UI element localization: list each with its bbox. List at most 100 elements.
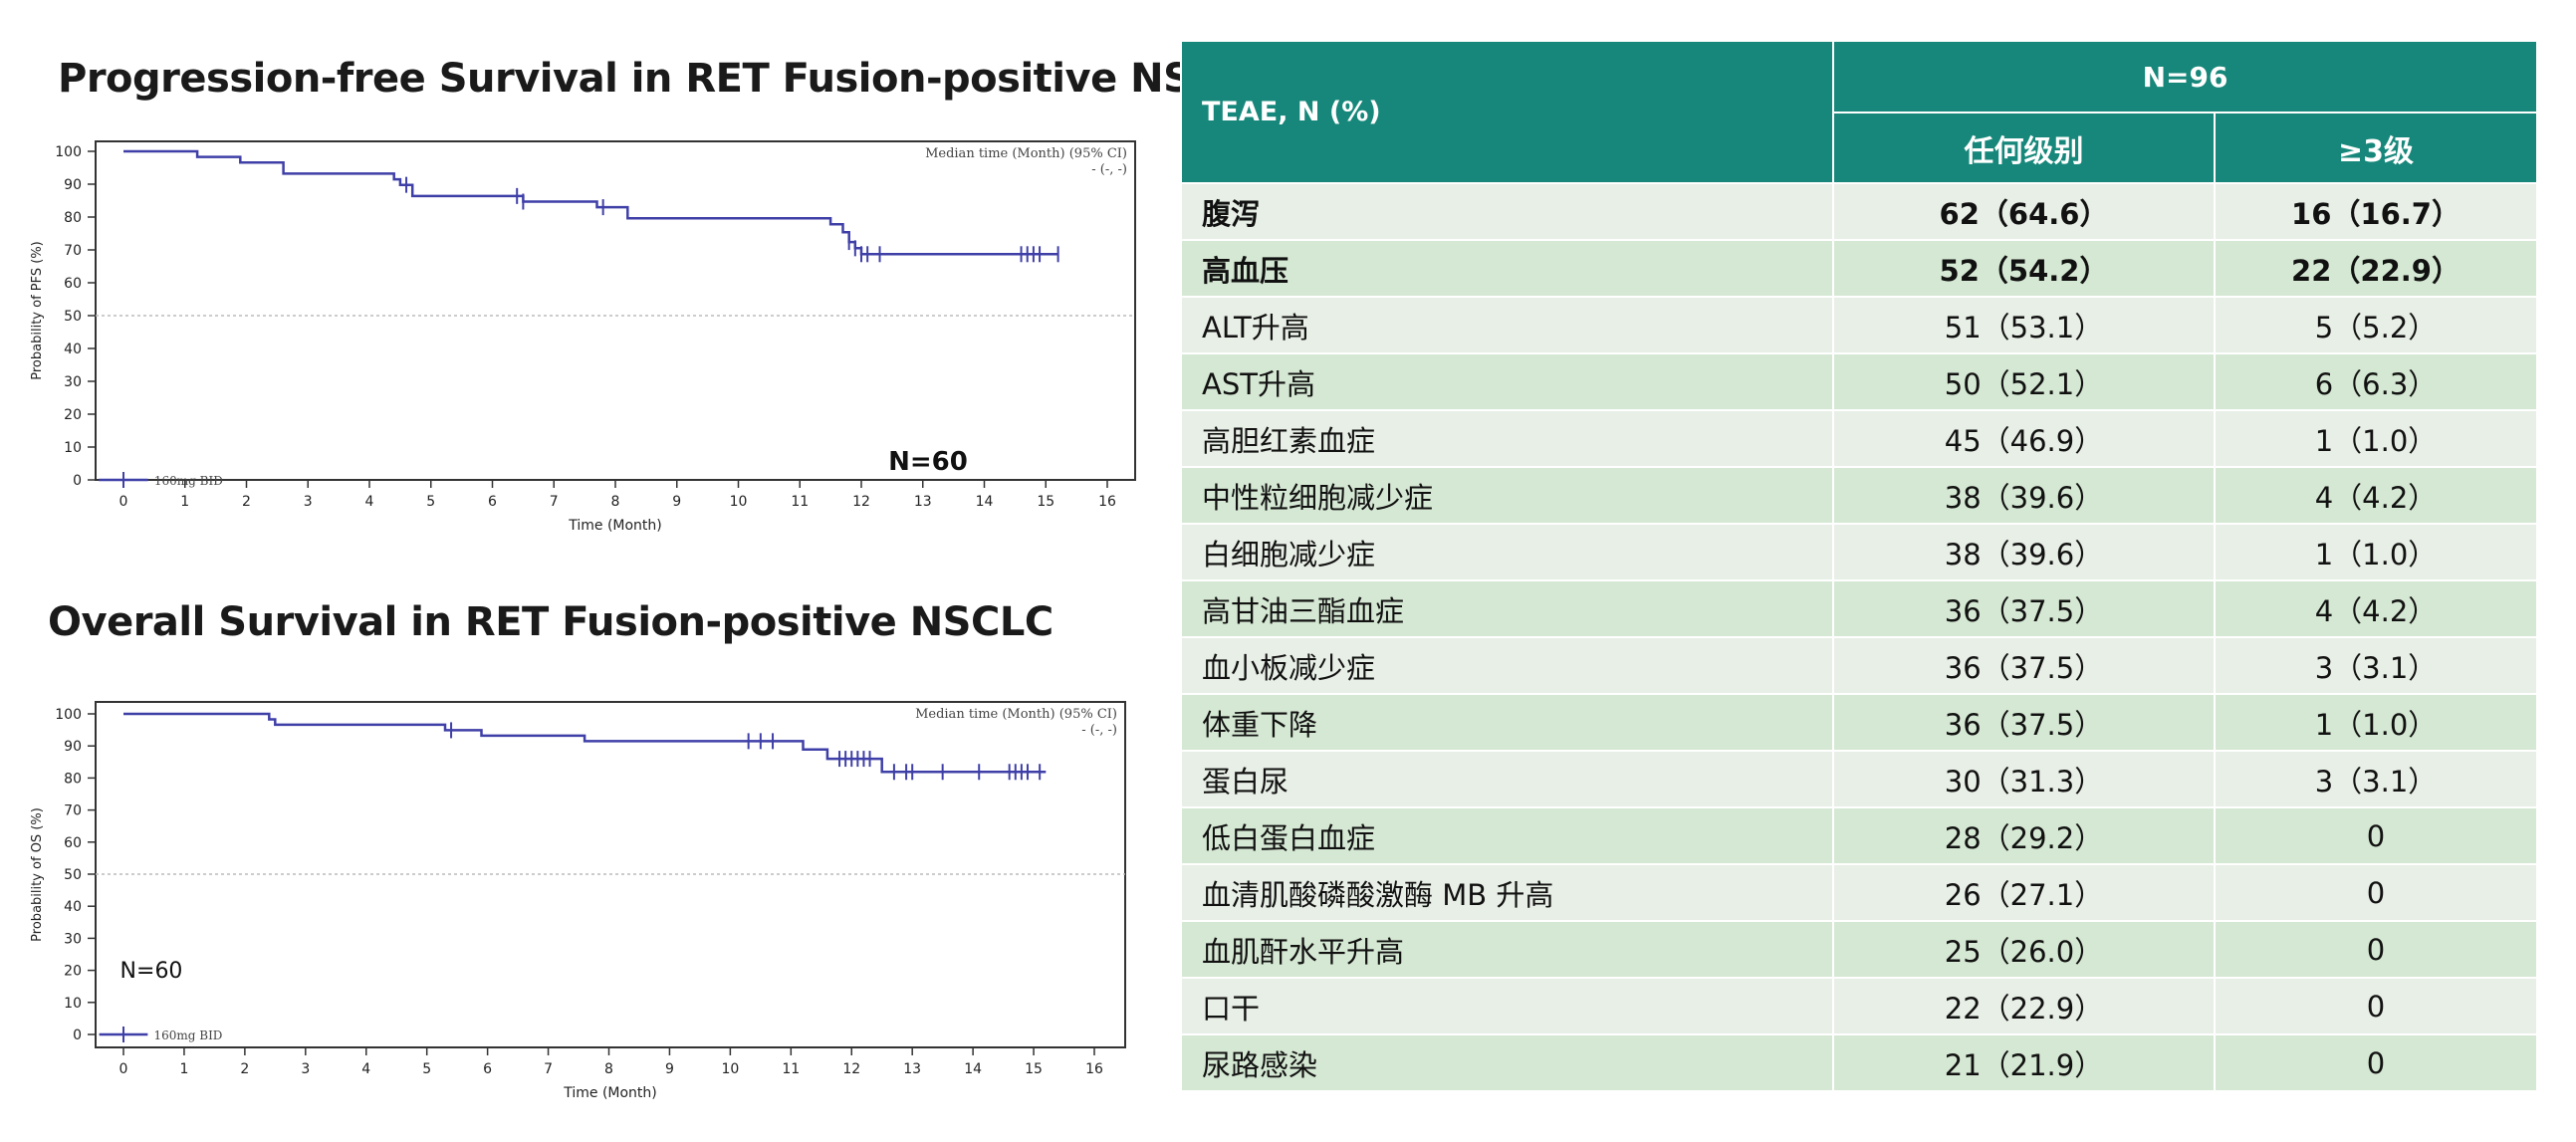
grade3-cell: 0	[2213, 920, 2539, 979]
y-tick-label: 40	[64, 342, 82, 357]
any-grade-cell: 26（27.1）	[1832, 863, 2216, 922]
y-tick-label: 20	[64, 407, 82, 423]
y-tick-label: 60	[64, 835, 82, 851]
table-row: ALT升高 51（53.1） 5（5.2）	[1180, 296, 2539, 354]
x-tick-label: 0	[119, 494, 128, 510]
any-grade-cell: 36（37.5）	[1832, 579, 2216, 638]
x-tick-label: 6	[483, 1061, 492, 1077]
x-tick-label: 8	[604, 1061, 613, 1077]
grade3-cell: 0	[2213, 977, 2539, 1035]
table-row: 中性粒细胞减少症 38（39.6） 4（4.2）	[1180, 466, 2539, 525]
grade3-cell: 0	[2213, 863, 2539, 922]
y-axis-label: Probability of OS (%)	[30, 807, 45, 942]
table-row: 腹泻 62（64.6） 16（16.7）	[1180, 182, 2539, 241]
table-row: 高胆红素血症 45（46.9） 1（1.0）	[1180, 409, 2539, 468]
teae-table-body: 腹泻 62（64.6） 16（16.7） 高血压 52（54.2） 22（22.9） ALT…	[1180, 182, 2539, 1092]
x-tick-label: 12	[842, 1061, 860, 1077]
ae-name-cell: 中性粒细胞减少症	[1180, 466, 1834, 525]
any-grade-cell: 50（52.1）	[1832, 352, 2216, 411]
any-grade-header: 任何级别	[1832, 112, 2216, 184]
ae-name-cell: 高血压	[1180, 239, 1834, 298]
y-tick-label: 80	[64, 210, 82, 226]
grade3-cell: 0	[2213, 1033, 2539, 1092]
table-row: 口干 22（22.9） 0	[1180, 977, 2539, 1035]
table-row: 血小板减少症 36（37.5） 3（3.1）	[1180, 636, 2539, 695]
legend-label: 160mg BID	[154, 474, 223, 488]
any-grade-cell: 22（22.9）	[1832, 977, 2216, 1035]
median-time-label: Median time (Month) (95% CI)	[925, 146, 1127, 161]
y-tick-label: 10	[64, 996, 82, 1012]
any-grade-cell: 21（21.9）	[1832, 1033, 2216, 1092]
x-tick-label: 2	[242, 494, 251, 510]
y-tick-label: 60	[64, 276, 82, 292]
x-tick-label: 7	[544, 1061, 553, 1077]
x-axis-label: Time (Month)	[563, 1085, 657, 1101]
table-row: 尿路感染 21（21.9） 0	[1180, 1033, 2539, 1092]
x-tick-label: 15	[1025, 1061, 1043, 1077]
table-row: 蛋白尿 30（31.3） 3（3.1）	[1180, 750, 2539, 808]
ae-name-cell: 高甘油三酯血症	[1180, 579, 1834, 638]
ae-name-cell: AST升高	[1180, 352, 1834, 411]
any-grade-cell: 28（29.2）	[1832, 806, 2216, 865]
x-tick-label: 3	[301, 1061, 310, 1077]
x-axis-label: Time (Month)	[568, 518, 662, 534]
ae-name-cell: ALT升高	[1180, 296, 1834, 354]
grade3-cell: 22（22.9）	[2213, 239, 2539, 298]
ae-name-cell: 白细胞减少症	[1180, 523, 1834, 581]
median-time-label: Median time (Month) (95% CI)	[915, 707, 1117, 722]
any-grade-cell: 38（39.6）	[1832, 466, 2216, 525]
ae-name-cell: 腹泻	[1180, 182, 1834, 241]
y-tick-label: 90	[64, 177, 82, 193]
grade3-cell: 3（3.1）	[2213, 750, 2539, 808]
os-chart-title: Overall Survival in RET Fusion-positive …	[48, 599, 1054, 645]
x-tick-label: 4	[361, 1061, 370, 1077]
table-row: 血肌酐水平升高 25（26.0） 0	[1180, 920, 2539, 979]
n-label: N=60	[888, 447, 968, 477]
y-tick-label: 50	[64, 309, 82, 325]
y-tick-label: 50	[64, 867, 82, 883]
ae-name-cell: 血清肌酸磷酸激酶 MB 升高	[1180, 863, 1834, 922]
x-tick-label: 11	[782, 1061, 800, 1077]
x-tick-label: 6	[488, 494, 497, 510]
median-ci-value: - (-, -)	[1091, 162, 1127, 177]
any-grade-cell: 62（64.6）	[1832, 182, 2216, 241]
x-tick-label: 16	[1098, 494, 1116, 510]
y-tick-label: 100	[55, 144, 82, 160]
x-tick-label: 10	[730, 494, 748, 510]
ae-name-cell: 蛋白尿	[1180, 750, 1834, 808]
table-row: 高甘油三酯血症 36（37.5） 4（4.2）	[1180, 579, 2539, 638]
x-tick-label: 10	[721, 1061, 739, 1077]
table-row: 血清肌酸磷酸激酶 MB 升高 26（27.1） 0	[1180, 863, 2539, 922]
any-grade-cell: 30（31.3）	[1832, 750, 2216, 808]
y-tick-label: 100	[55, 707, 82, 723]
x-tick-label: 13	[903, 1061, 921, 1077]
x-tick-label: 14	[976, 494, 994, 510]
ae-name-cell: 低白蛋白血症	[1180, 806, 1834, 865]
x-tick-label: 1	[180, 494, 189, 510]
y-tick-label: 10	[64, 440, 82, 456]
legend-label: 160mg BID	[153, 1028, 222, 1042]
any-grade-cell: 25（26.0）	[1832, 920, 2216, 979]
grade3-cell: 1（1.0）	[2213, 409, 2539, 468]
grade3-header: ≥3级	[2213, 112, 2539, 184]
any-grade-cell: 36（37.5）	[1832, 693, 2216, 752]
x-tick-label: 13	[914, 494, 932, 510]
x-tick-label: 0	[119, 1061, 128, 1077]
grade3-cell: 3（3.1）	[2213, 636, 2539, 695]
ae-name-cell: 高胆红素血症	[1180, 409, 1834, 468]
any-grade-cell: 38（39.6）	[1832, 523, 2216, 581]
y-tick-label: 30	[64, 374, 82, 390]
x-tick-label: 2	[240, 1061, 249, 1077]
survival-curve	[123, 149, 1058, 256]
ae-name-cell: 血肌酐水平升高	[1180, 920, 1834, 979]
table-row: 体重下降 36（37.5） 1（1.0）	[1180, 693, 2539, 752]
y-tick-label: 0	[73, 1028, 82, 1043]
y-tick-label: 70	[64, 803, 82, 819]
table-row: 低白蛋白血症 28（29.2） 0	[1180, 806, 2539, 865]
y-axis-label: Probability of PFS (%)	[30, 241, 45, 379]
x-tick-label: 14	[964, 1061, 982, 1077]
x-tick-label: 8	[611, 494, 620, 510]
table-row: 白细胞减少症 38（39.6） 1（1.0）	[1180, 523, 2539, 581]
